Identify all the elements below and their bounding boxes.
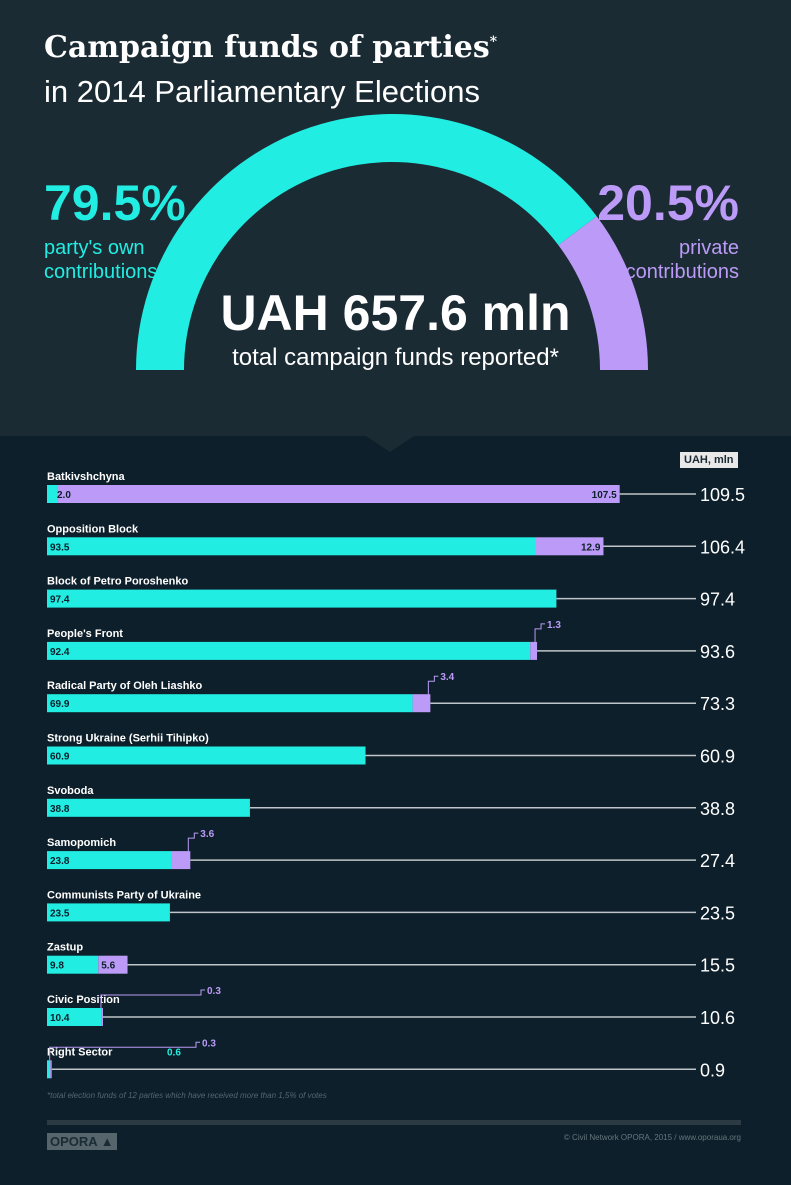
private-callout-line <box>100 989 205 1008</box>
total-value: 109.5 <box>700 485 745 505</box>
bar-private <box>57 485 620 503</box>
category-label: Strong Ukraine (Serhii Tihipko) <box>47 733 209 745</box>
bar-own <box>47 589 557 608</box>
bar-chart: Batkivshchyna 109.5 2.0 107.5 Opposition Blo… <box>47 471 745 1080</box>
total-value: 73.3 <box>700 694 735 714</box>
footnote: *total election funds of 12 parties whic… <box>47 1091 327 1100</box>
private-value-label: 12.9 <box>581 542 601 553</box>
category-label: Radical Party of Oleh Liashko <box>47 680 203 692</box>
private-callout-line <box>427 675 439 695</box>
private-callout-line <box>187 832 199 852</box>
bar-private <box>101 1008 103 1026</box>
divider <box>47 1120 741 1125</box>
total-value: 10.6 <box>700 1008 735 1028</box>
own-percent: 79.5% <box>44 175 186 231</box>
own-value-label: 93.5 <box>50 542 70 553</box>
title: Campaign funds of parties* <box>44 30 498 65</box>
bar-own <box>47 641 531 660</box>
header-panel <box>0 0 791 436</box>
copyright: © Civil Network OPORA, 2015 / www.oporau… <box>563 1133 741 1142</box>
own-value-label: 0.6 <box>167 1047 181 1058</box>
bar-own <box>47 955 99 974</box>
bar-own <box>47 798 250 817</box>
private-value-label: 107.5 <box>592 490 617 501</box>
own-label: party's own contributions <box>44 237 158 283</box>
bar-own <box>47 1008 102 1026</box>
total-value: 38.8 <box>700 799 735 819</box>
private-callout-line <box>534 623 546 642</box>
private-value-label: 3.6 <box>200 829 214 840</box>
subtitle: in 2014 Parliamentary Elections <box>44 74 480 109</box>
own-value-label: 23.5 <box>50 908 70 919</box>
own-value-label: 2.0 <box>57 490 71 501</box>
own-value-label: 9.8 <box>50 961 64 972</box>
total-value: 60.9 <box>700 747 735 767</box>
private-value-label: 3.4 <box>440 672 454 683</box>
total-value: 15.5 <box>700 956 735 976</box>
total-value: 23.5 <box>700 903 735 923</box>
category-label: Block of Petro Poroshenko <box>47 576 188 588</box>
gauge-chart <box>136 113 648 371</box>
own-value-label: 92.4 <box>50 647 70 658</box>
unit-label: UAH, mln <box>680 452 738 468</box>
private-label: private contributions <box>625 237 739 283</box>
gauge-own-arc <box>136 113 597 371</box>
bar-private <box>98 955 128 974</box>
own-value-label: 60.9 <box>50 752 70 763</box>
category-label: Right Sector <box>47 1046 113 1058</box>
gauge-private-arc <box>558 216 648 370</box>
bar-own <box>47 851 172 870</box>
private-value-label: 1.3 <box>547 620 561 631</box>
own-value-label: 10.4 <box>50 1013 70 1024</box>
total-value: 97.4 <box>700 590 735 610</box>
total-value: 0.9 <box>700 1060 725 1080</box>
private-value-label: 0.3 <box>207 986 221 997</box>
total-amount: UAH 657.6 mln <box>220 285 571 341</box>
bar-private <box>536 537 604 556</box>
total-value: 93.6 <box>700 642 735 662</box>
own-value-label: 69.9 <box>50 699 70 710</box>
private-percent: 20.5% <box>597 175 739 231</box>
category-label: Zastup <box>47 942 83 954</box>
bar-private <box>530 641 538 660</box>
category-label: Batkivshchyna <box>47 471 126 483</box>
bar-private <box>50 1060 52 1079</box>
bar-own <box>47 746 366 765</box>
category-label: Communists Party of Ukraine <box>47 889 201 901</box>
total-value: 27.4 <box>700 851 735 871</box>
bar-private <box>171 851 191 870</box>
bar-private <box>412 694 431 713</box>
own-value-label: 38.8 <box>50 804 70 815</box>
category-label: Svoboda <box>47 785 94 797</box>
bar-own <box>47 1060 51 1079</box>
own-value-label: 97.4 <box>50 595 70 606</box>
category-label: Opposition Block <box>47 523 139 535</box>
opora-logo: OPORA ▲ <box>47 1133 117 1150</box>
bar-own <box>47 903 170 922</box>
header-pointer <box>366 436 414 452</box>
private-value-label: 5.6 <box>101 961 115 972</box>
bar-own <box>47 694 413 713</box>
category-label: People's Front <box>47 628 123 640</box>
bar-own <box>47 537 537 556</box>
category-label: Civic Position <box>47 994 120 1006</box>
private-callout-line <box>49 1041 200 1061</box>
total-value: 106.4 <box>700 537 745 557</box>
total-label: total campaign funds reported* <box>232 344 559 371</box>
bar-own <box>47 485 58 503</box>
own-value-label: 23.8 <box>50 856 70 867</box>
private-value-label: 0.3 <box>202 1038 216 1049</box>
category-label: Samopomich <box>47 837 116 849</box>
